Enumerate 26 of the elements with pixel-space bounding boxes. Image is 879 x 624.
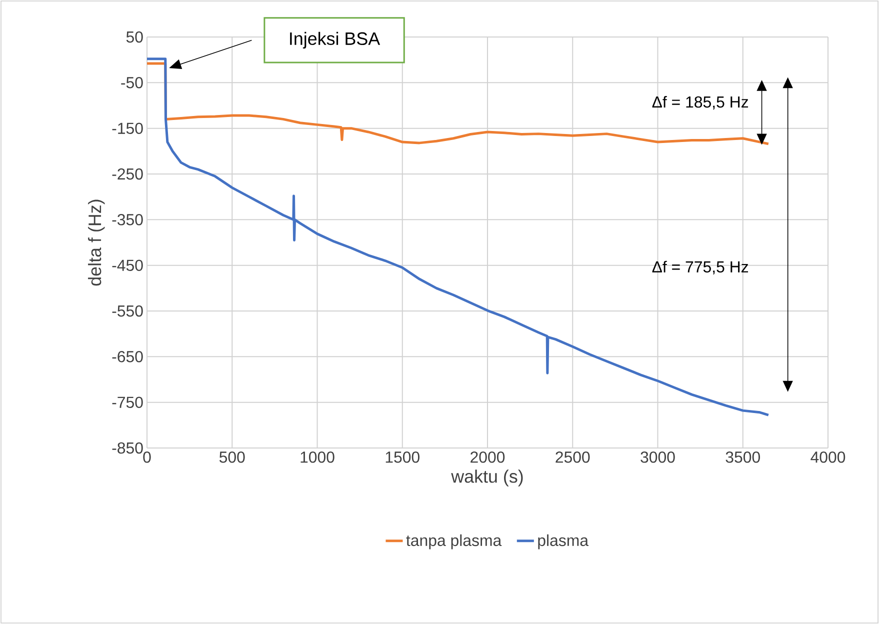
x-tick-label: 500 (219, 452, 245, 463)
x-tick-label: 1500 (386, 452, 420, 463)
annotation: Injeksi BSA (290, 32, 380, 49)
x-tick-label: 3500 (726, 452, 760, 463)
y-tick-label: 50 (126, 31, 143, 43)
y-tick-label: -850 (112, 442, 143, 454)
y-tick-label: -650 (112, 351, 143, 362)
y-tick-label: -750 (112, 396, 143, 408)
y-tick-label: -50 (121, 77, 143, 88)
x-tick-label: 0 (143, 452, 151, 463)
y-tick-label: -450 (112, 260, 143, 271)
x-tick-label: 3000 (640, 452, 675, 463)
annotation: Δf = 775,5 Hz (652, 260, 748, 274)
y-tick-label: -350 (112, 214, 143, 226)
x-tick-label: 2000 (470, 452, 505, 463)
legend-label: plasma (538, 534, 589, 550)
annotation: Δf = 185,5 Hz (652, 96, 748, 110)
legend-label: tanpa plasma (406, 534, 502, 550)
y-tick-label: -550 (112, 305, 143, 317)
x-tick-label: 1000 (300, 452, 334, 463)
y-tick-label: -150 (112, 122, 143, 134)
y-tick-label: -250 (112, 168, 143, 180)
x-tick-label: 4000 (810, 452, 846, 463)
x-tick-label: 2500 (556, 452, 590, 463)
y-axis-title: delta f (Hz) (88, 200, 105, 286)
x-axis-title: waktu (s) (451, 470, 523, 486)
